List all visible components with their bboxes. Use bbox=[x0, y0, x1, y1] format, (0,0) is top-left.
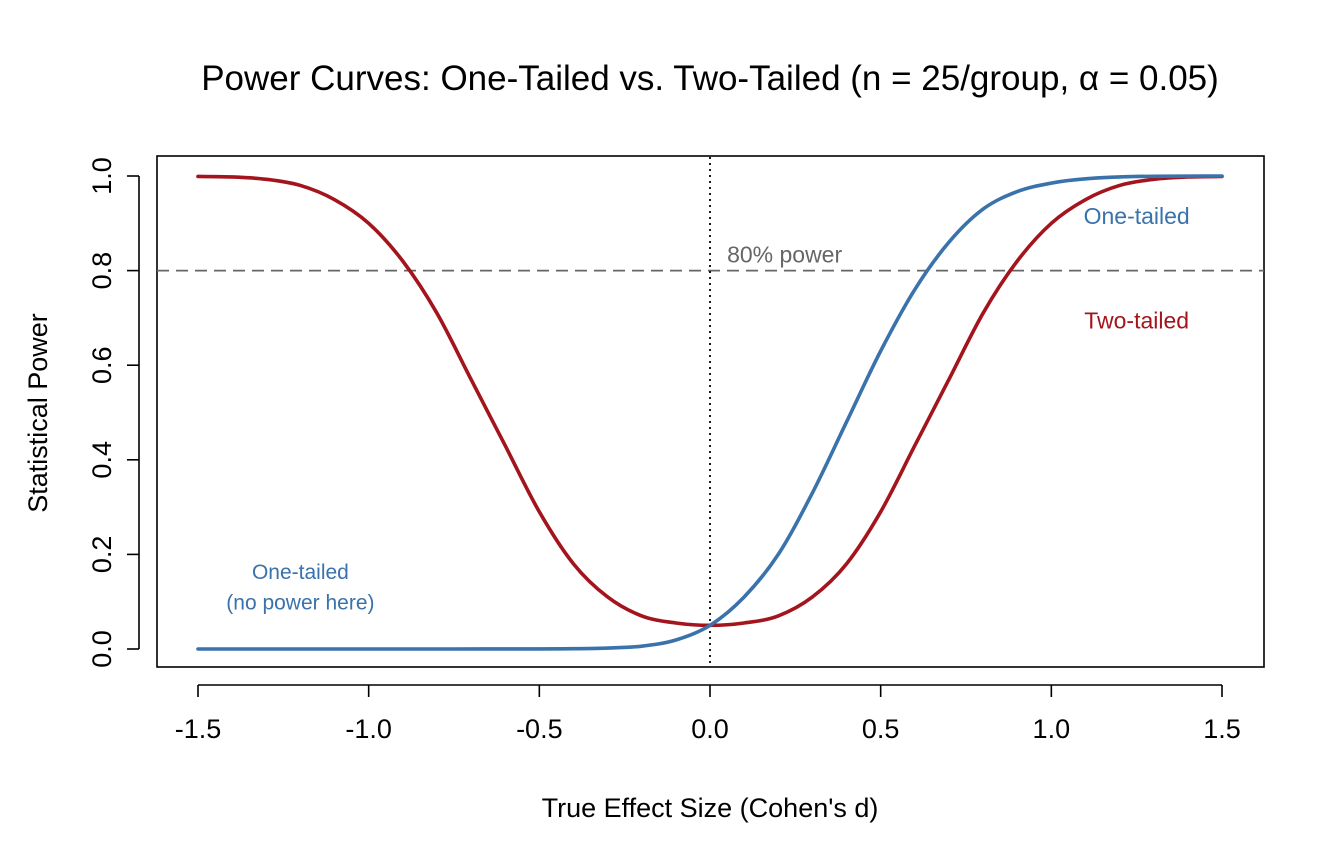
power-threshold-label: 80% power bbox=[727, 242, 842, 268]
annotation-label: One-tailed bbox=[252, 561, 349, 584]
annotation-label: One-tailed bbox=[1084, 203, 1190, 229]
y-axis: 0.0 0.2 0.4 0.6 0.8 1.0 bbox=[87, 157, 140, 668]
annotation-label: (no power here) bbox=[226, 592, 374, 615]
y-axis-label: Statistical Power bbox=[23, 313, 53, 513]
y-tick-label: 0.6 bbox=[87, 346, 117, 384]
x-tick-label: -1.0 bbox=[345, 714, 392, 744]
plot-frame bbox=[156, 155, 1265, 668]
two-tailed-curve bbox=[196, 174, 1224, 628]
x-axis: -1.5 -1.0 -0.5 0.0 0.5 1.0 1.5 bbox=[175, 684, 1241, 744]
x-tick-label: 0.0 bbox=[691, 714, 729, 744]
y-tick-label: 1.0 bbox=[87, 157, 117, 195]
x-tick-label: 1.5 bbox=[1203, 714, 1241, 744]
x-tick-label: -1.5 bbox=[175, 714, 222, 744]
chart-title: Power Curves: One-Tailed vs. Two-Tailed … bbox=[201, 59, 1219, 98]
y-tick-label: 0.8 bbox=[87, 252, 117, 290]
one-tailed-curve bbox=[196, 174, 1224, 651]
x-tick-label: 0.5 bbox=[862, 714, 900, 744]
x-tick-label: 1.0 bbox=[1033, 714, 1071, 744]
series-layer bbox=[196, 174, 1224, 651]
annotation-label: Two-tailed bbox=[1084, 307, 1189, 333]
x-axis-label: True Effect Size (Cohen's d) bbox=[542, 793, 879, 823]
y-tick-label: 0.0 bbox=[87, 630, 117, 668]
y-tick-label: 0.4 bbox=[87, 441, 117, 479]
annotation-layer: One-tailed Two-tailed One-tailed (no power … bbox=[226, 203, 1189, 614]
x-tick-label: -0.5 bbox=[516, 714, 563, 744]
y-tick-label: 0.2 bbox=[87, 536, 117, 574]
reference-lines: 80% power bbox=[157, 157, 1264, 666]
